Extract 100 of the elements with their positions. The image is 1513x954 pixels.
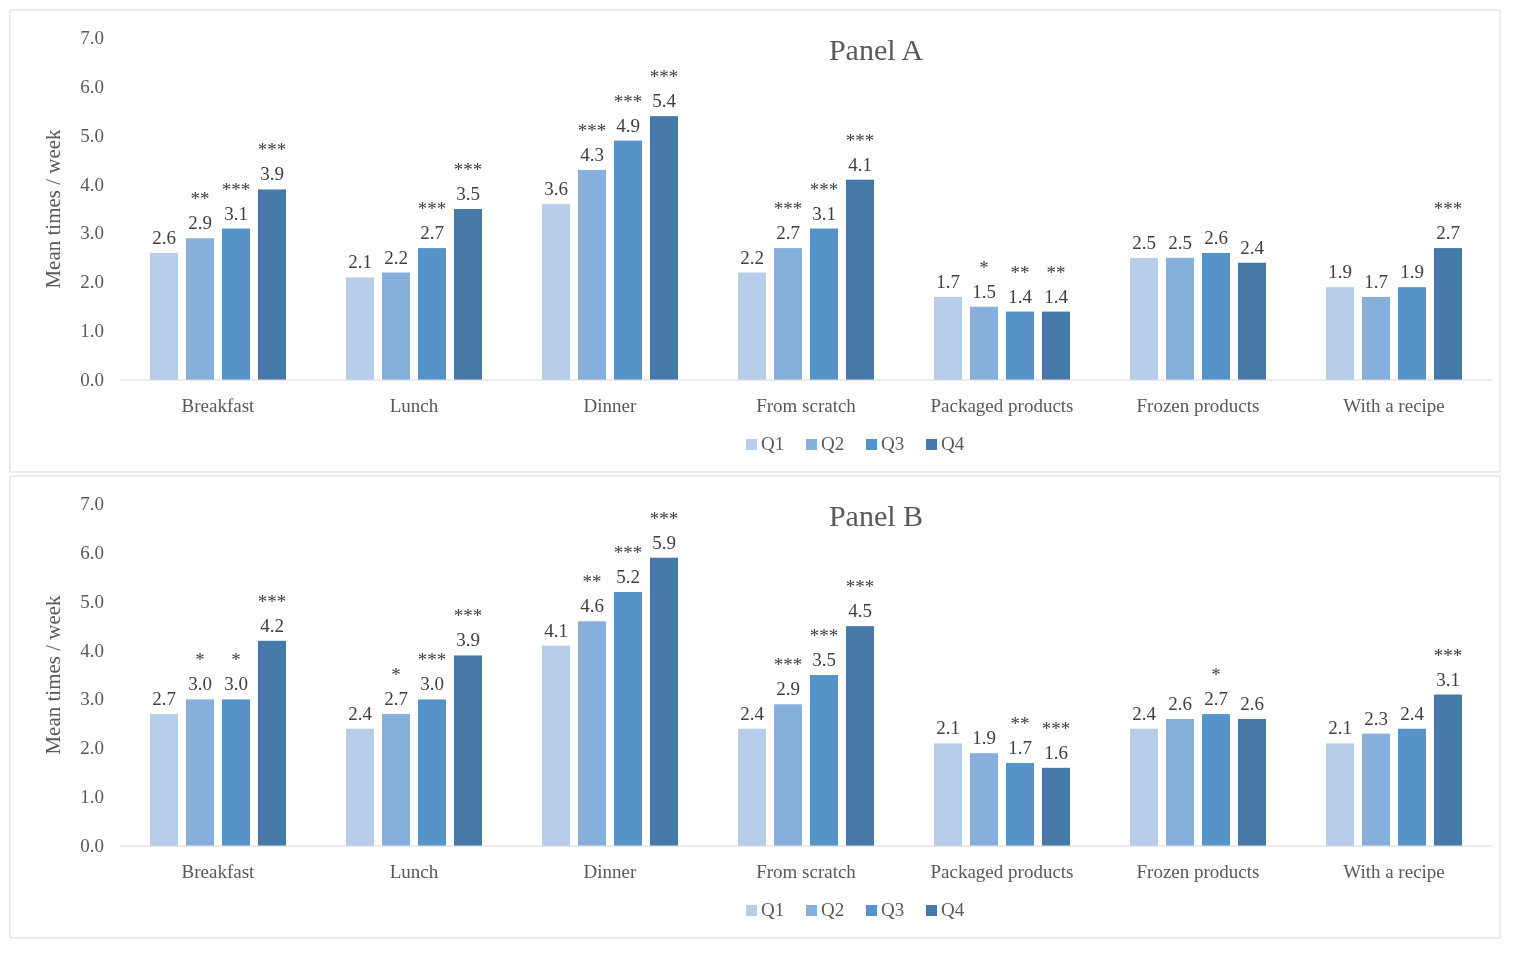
y-tick-label: 1.0 [80, 786, 104, 808]
bar [1362, 733, 1390, 846]
data-label: *** 4.1 [845, 129, 875, 175]
y-tick-label: 4.0 [80, 639, 104, 661]
bar [1166, 257, 1194, 380]
data-label: *** 2.9 [773, 654, 803, 700]
legend-label: Q4 [941, 899, 965, 920]
chart-title: Panel B [828, 499, 924, 532]
data-label: 2.4 [1400, 702, 1425, 724]
data-label: 2.4 [740, 702, 765, 724]
data-label: *** 3.9 [453, 605, 483, 651]
bar [1326, 287, 1354, 380]
y-tick-label: 6.0 [80, 75, 104, 97]
bar [1042, 767, 1070, 846]
legend-label: Q2 [821, 899, 845, 920]
data-label: *** 4.9 [613, 90, 643, 136]
bar [150, 714, 178, 846]
x-tick-label: With a recipe [1343, 861, 1445, 882]
x-tick-label: Dinner [583, 395, 638, 416]
legend-label: Q1 [761, 433, 785, 454]
bar [418, 699, 446, 846]
bar [1042, 311, 1070, 380]
data-label: ** 2.9 [188, 188, 212, 234]
bar [1398, 287, 1426, 380]
bar [846, 179, 874, 380]
bar [346, 277, 374, 380]
y-tick-label: 3.0 [80, 222, 104, 244]
y-axis-title: Mean times / week [41, 594, 65, 755]
bar [774, 248, 802, 380]
data-label: 2.6 [1168, 692, 1192, 714]
data-label: * 3.0 [224, 649, 248, 695]
data-label: 2.7 [152, 688, 176, 710]
data-label: * 3.0 [188, 649, 212, 695]
x-tick-label: From scratch [756, 861, 857, 882]
bar [1006, 762, 1034, 846]
y-tick-label: 3.0 [80, 688, 104, 710]
legend-label: Q2 [821, 433, 845, 454]
data-label: 1.7 [936, 270, 960, 292]
chart-title: Panel A [828, 33, 924, 66]
bar [1130, 728, 1158, 846]
bar [774, 704, 802, 846]
bar [542, 645, 570, 846]
bar [1326, 743, 1354, 846]
data-label: 2.3 [1364, 707, 1388, 729]
x-tick-label: Lunch [389, 861, 439, 882]
data-label: 2.2 [740, 246, 764, 268]
bar [346, 728, 374, 846]
data-label: *** 1.6 [1041, 717, 1071, 763]
data-label: *** 2.7 [1433, 198, 1463, 244]
data-label: 2.2 [384, 246, 408, 268]
data-label: * 2.7 [384, 664, 408, 710]
bar [934, 296, 962, 380]
bar [934, 743, 962, 846]
bar [454, 209, 482, 380]
y-tick-label: 7.0 [80, 27, 104, 48]
bar [1202, 252, 1230, 380]
data-label: *** 4.2 [257, 590, 287, 636]
bar [258, 189, 286, 380]
x-tick-label: Lunch [389, 395, 439, 416]
x-tick-label: Frozen products [1136, 861, 1260, 882]
bar [1202, 714, 1230, 846]
y-tick-label: 0.0 [80, 369, 104, 390]
y-tick-label: 7.0 [80, 493, 104, 514]
data-label: 2.5 [1168, 231, 1192, 253]
data-label: 2.1 [936, 717, 960, 739]
data-label: 2.4 [1240, 236, 1265, 258]
bar [150, 252, 178, 380]
data-label: 1.9 [972, 727, 996, 749]
bar [650, 557, 678, 846]
data-label: ** 4.6 [580, 571, 604, 617]
y-tick-label: 5.0 [80, 590, 104, 612]
data-label: *** 3.5 [453, 159, 483, 204]
bar [1130, 257, 1158, 380]
bar [650, 116, 678, 380]
x-tick-label: Breakfast [181, 395, 256, 416]
data-label: *** 4.5 [845, 576, 875, 622]
y-tick-label: 2.0 [80, 271, 104, 293]
bar [222, 228, 250, 380]
data-label: *** 3.1 [221, 178, 251, 224]
data-label: 3.6 [544, 178, 568, 200]
bar [614, 140, 642, 380]
data-label: *** 3.5 [809, 625, 839, 670]
bar [186, 699, 214, 846]
legend-label: Q3 [881, 899, 905, 920]
bar [738, 272, 766, 380]
data-label: 2.6 [152, 226, 176, 248]
data-label: 1.7 [1364, 270, 1388, 292]
bar [970, 306, 998, 380]
bar [418, 248, 446, 380]
data-label: *** 3.9 [257, 139, 287, 185]
data-label: 1.9 [1400, 261, 1424, 283]
bar [1434, 248, 1462, 380]
data-label: *** 5.9 [649, 507, 679, 553]
bar [258, 640, 286, 846]
bar [1362, 296, 1390, 380]
data-label: *** 2.7 [773, 198, 803, 244]
bar [810, 228, 838, 380]
y-tick-label: 4.0 [80, 173, 104, 195]
data-label: *** 2.7 [417, 198, 447, 244]
bar [578, 169, 606, 380]
